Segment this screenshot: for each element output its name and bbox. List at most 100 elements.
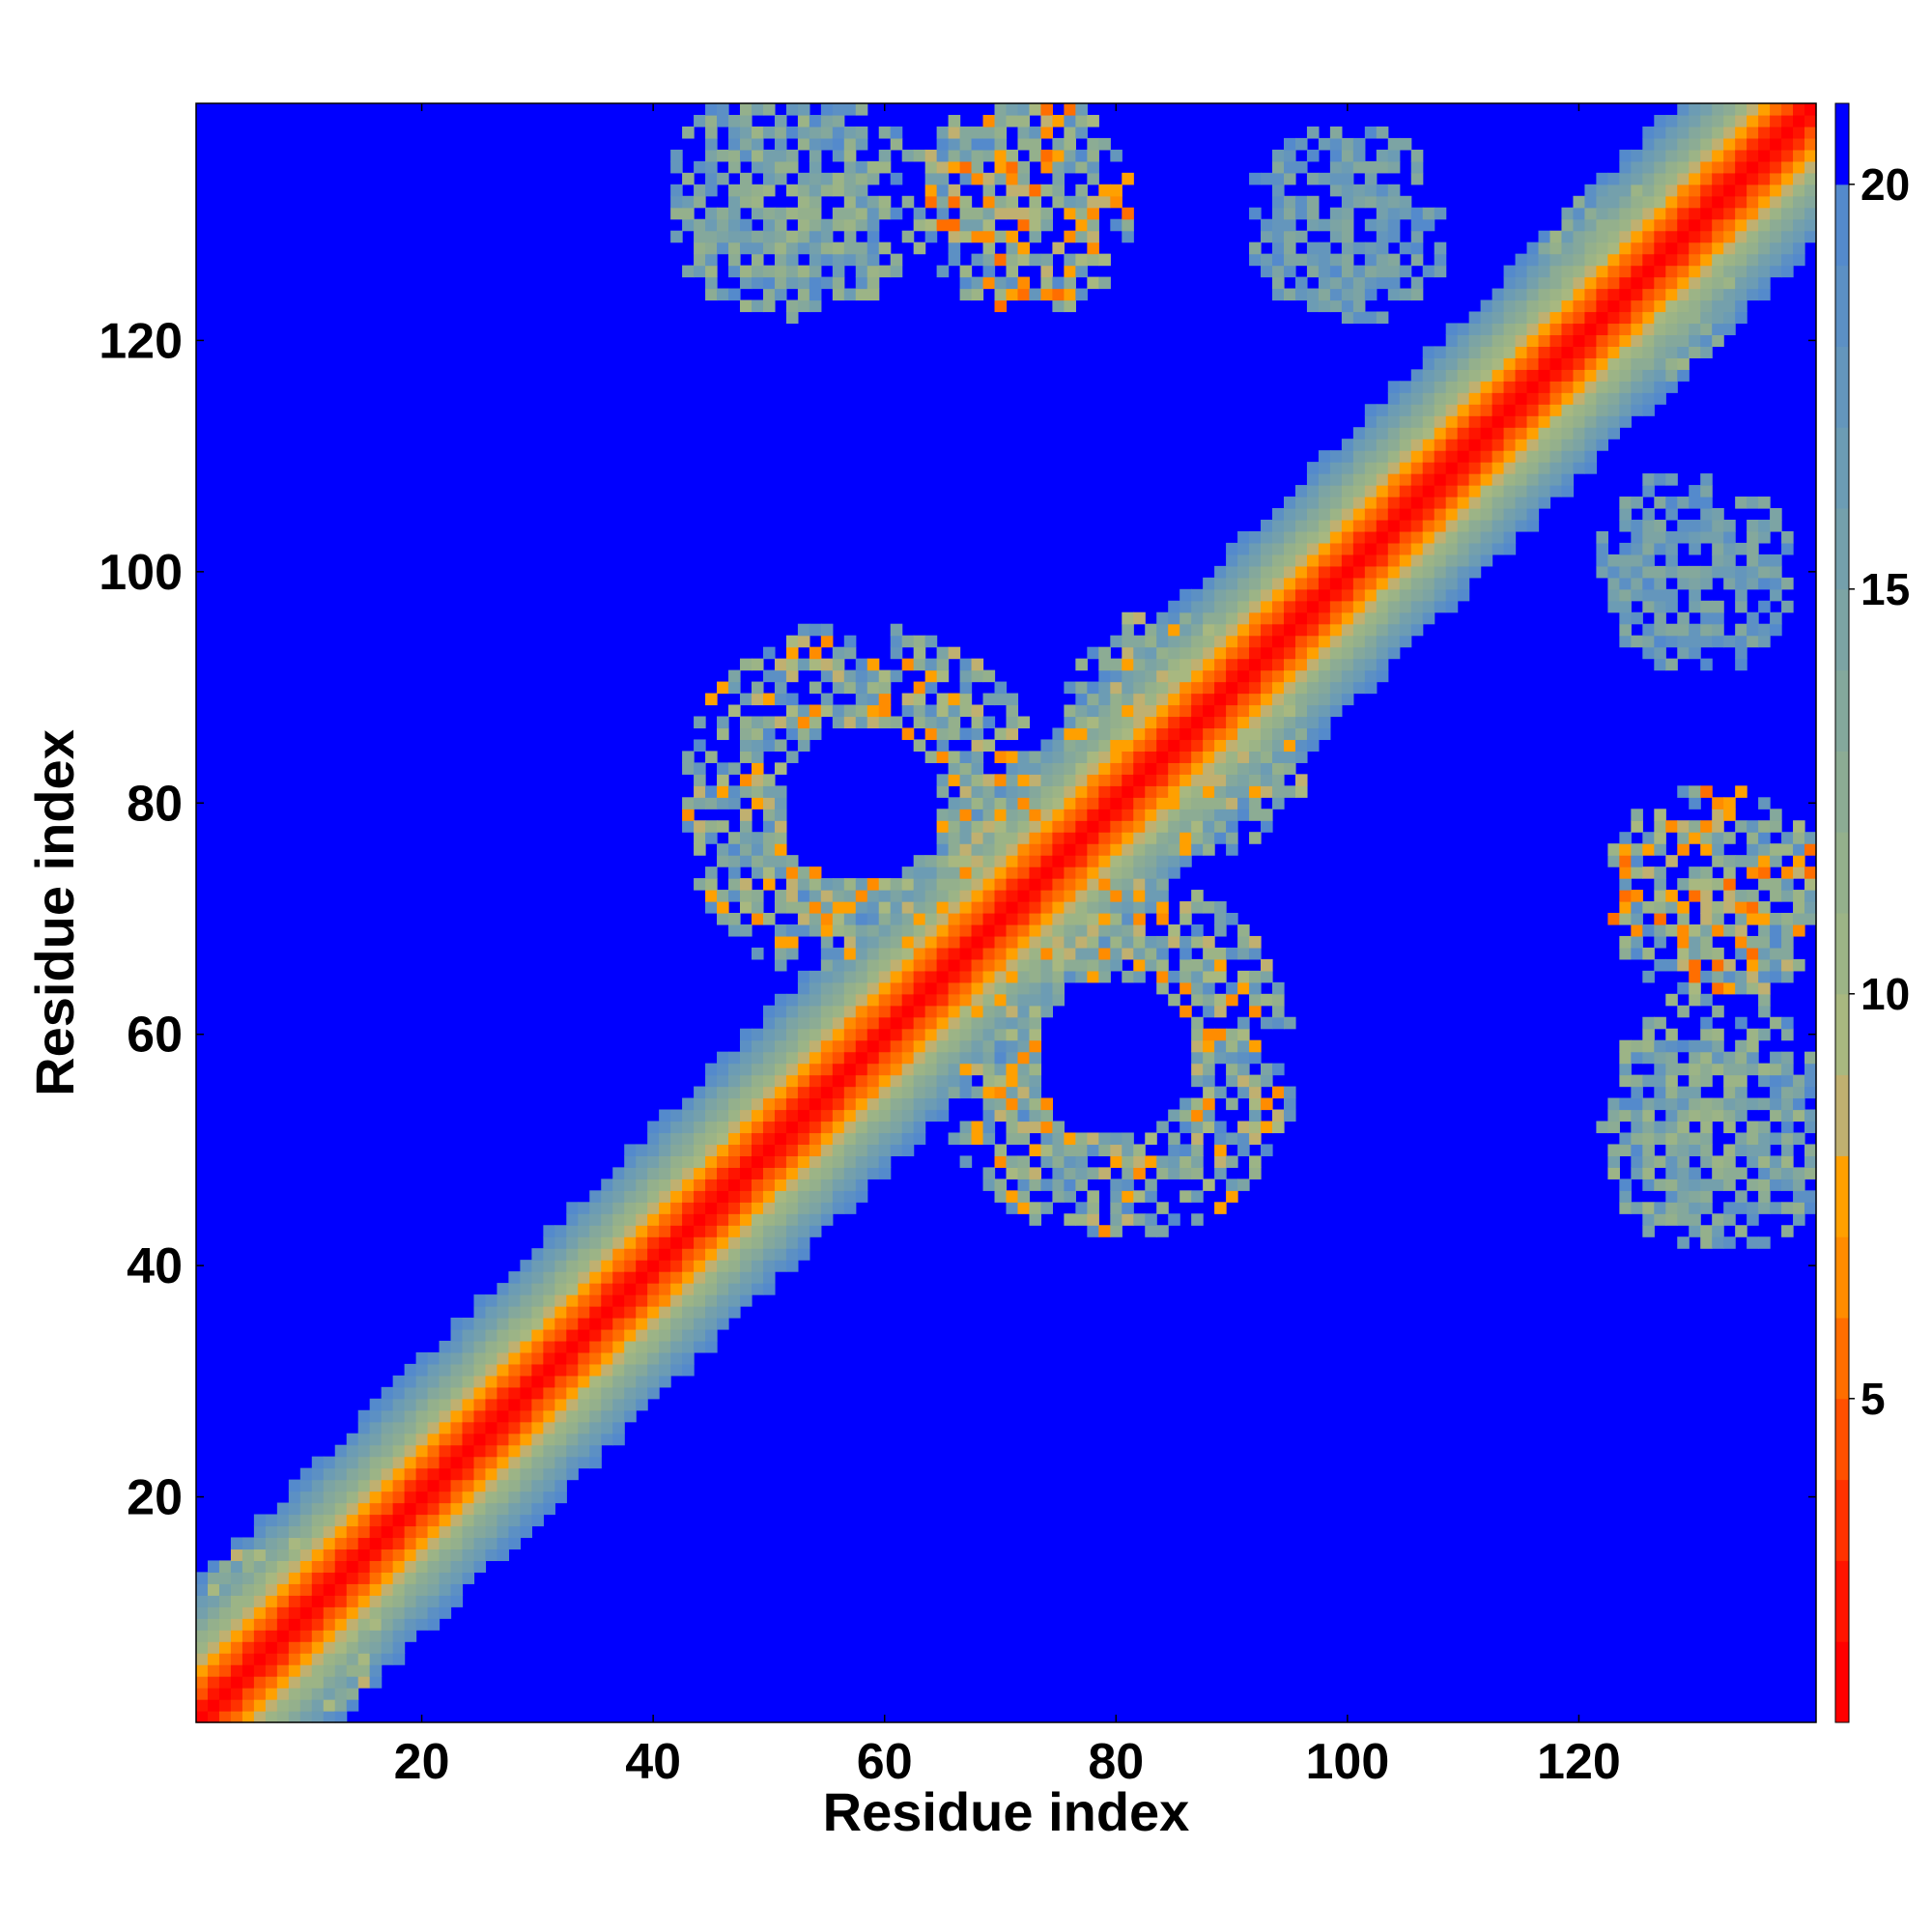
heatmap-cell xyxy=(1006,809,1019,821)
heatmap-cell xyxy=(1064,878,1076,891)
heatmap-cell xyxy=(1075,218,1088,232)
heatmap-cell xyxy=(427,1433,440,1446)
heatmap-cell xyxy=(1029,947,1042,960)
heatmap-cell xyxy=(1122,809,1134,821)
heatmap-cell xyxy=(1122,785,1134,798)
heatmap-cell xyxy=(1110,218,1122,232)
heatmap-cell xyxy=(1654,230,1666,243)
heatmap-cell xyxy=(531,1318,544,1330)
heatmap-cell xyxy=(971,1121,984,1134)
heatmap-cell xyxy=(1214,669,1227,683)
heatmap-cell xyxy=(1642,172,1655,185)
heatmap-cell xyxy=(1110,751,1122,763)
heatmap-cell xyxy=(1747,103,1759,116)
heatmap-cell xyxy=(936,751,950,763)
heatmap-cell xyxy=(774,716,787,729)
heatmap-cell xyxy=(832,218,845,232)
heatmap-cell xyxy=(682,1155,695,1168)
heatmap-cell xyxy=(739,658,753,671)
heatmap-cell xyxy=(1006,727,1019,741)
heatmap-cell xyxy=(1700,658,1713,671)
heatmap-cell xyxy=(1619,1063,1632,1076)
heatmap-cell xyxy=(1480,357,1493,370)
heatmap-cell xyxy=(415,1479,429,1492)
heatmap-cell xyxy=(820,172,834,185)
heatmap-cell xyxy=(1064,809,1076,821)
heatmap-cell xyxy=(936,658,950,671)
heatmap-cell xyxy=(1631,242,1643,255)
heatmap-cell xyxy=(1700,195,1713,209)
heatmap-cell xyxy=(1503,404,1517,416)
heatmap-cell xyxy=(392,1479,406,1492)
heatmap-cell xyxy=(948,1005,961,1018)
heatmap-cell xyxy=(948,1074,961,1088)
heatmap-cell xyxy=(1283,565,1296,579)
heatmap-cell xyxy=(959,288,973,301)
heatmap-cell xyxy=(1654,843,1666,856)
heatmap-cell xyxy=(739,843,753,856)
heatmap-cell xyxy=(971,739,984,752)
heatmap-cell xyxy=(682,172,695,185)
heatmap-cell xyxy=(1329,218,1343,232)
heatmap-cell xyxy=(762,867,776,879)
heatmap-cell xyxy=(1399,415,1412,428)
heatmap-cell xyxy=(843,1132,857,1146)
heatmap-cell xyxy=(1723,867,1736,879)
heatmap-cell xyxy=(346,1467,359,1481)
heatmap-cell xyxy=(936,1109,950,1122)
heatmap-cell xyxy=(694,1121,706,1134)
heatmap-cell xyxy=(1642,230,1655,243)
heatmap-cell xyxy=(948,878,961,891)
heatmap-cell xyxy=(751,867,764,879)
heatmap-cell xyxy=(601,1351,613,1365)
heatmap-cell xyxy=(392,1398,406,1411)
heatmap-cell xyxy=(1098,646,1111,660)
heatmap-cell xyxy=(820,114,834,128)
heatmap-cell xyxy=(1642,635,1655,648)
heatmap-cell xyxy=(820,958,834,972)
heatmap-cell xyxy=(1064,774,1076,786)
heatmap-cell xyxy=(520,1328,532,1342)
heatmap-cell xyxy=(994,1179,1008,1191)
heatmap-cell xyxy=(1410,450,1424,463)
heatmap-cell xyxy=(346,1699,359,1712)
heatmap-cell xyxy=(1237,658,1250,671)
heatmap-cell xyxy=(1770,1074,1782,1088)
heatmap-cell xyxy=(1318,716,1331,729)
heatmap-cell xyxy=(497,1340,510,1353)
heatmap-cell xyxy=(1480,473,1493,486)
heatmap-cell xyxy=(1607,381,1620,393)
heatmap-cell xyxy=(832,958,845,972)
heatmap-cell xyxy=(717,288,729,301)
heatmap-cell xyxy=(1341,462,1354,474)
heatmap-cell xyxy=(913,890,926,902)
heatmap-cell xyxy=(1145,832,1157,844)
heatmap-cell xyxy=(253,1525,267,1539)
heatmap-cell xyxy=(1445,346,1459,358)
heatmap-cell xyxy=(1006,867,1019,879)
heatmap-cell xyxy=(1075,716,1088,729)
heatmap-cell xyxy=(1075,762,1088,775)
heatmap-cell xyxy=(485,1294,498,1307)
heatmap-cell xyxy=(717,207,729,220)
heatmap-cell xyxy=(1631,519,1643,532)
heatmap-cell xyxy=(1549,439,1563,451)
heatmap-cell xyxy=(785,704,799,718)
heatmap-cell xyxy=(797,1121,810,1134)
heatmap-cell xyxy=(323,1653,336,1665)
heatmap-cell xyxy=(1017,1051,1031,1065)
heatmap-cell xyxy=(1631,195,1643,209)
heatmap-cell xyxy=(1584,381,1598,393)
heatmap-cell xyxy=(1503,369,1517,382)
heatmap-cell xyxy=(554,1248,567,1261)
heatmap-cell xyxy=(670,1179,683,1191)
heatmap-cell xyxy=(531,1260,544,1272)
heatmap-cell xyxy=(1434,265,1447,278)
heatmap-cell xyxy=(1133,727,1146,741)
heatmap-cell xyxy=(647,1202,660,1214)
heatmap-cell xyxy=(1573,207,1586,220)
heatmap-cell xyxy=(636,1351,648,1365)
heatmap-cell xyxy=(427,1606,440,1619)
heatmap-cell xyxy=(1329,253,1343,267)
heatmap-cell xyxy=(230,1618,243,1631)
